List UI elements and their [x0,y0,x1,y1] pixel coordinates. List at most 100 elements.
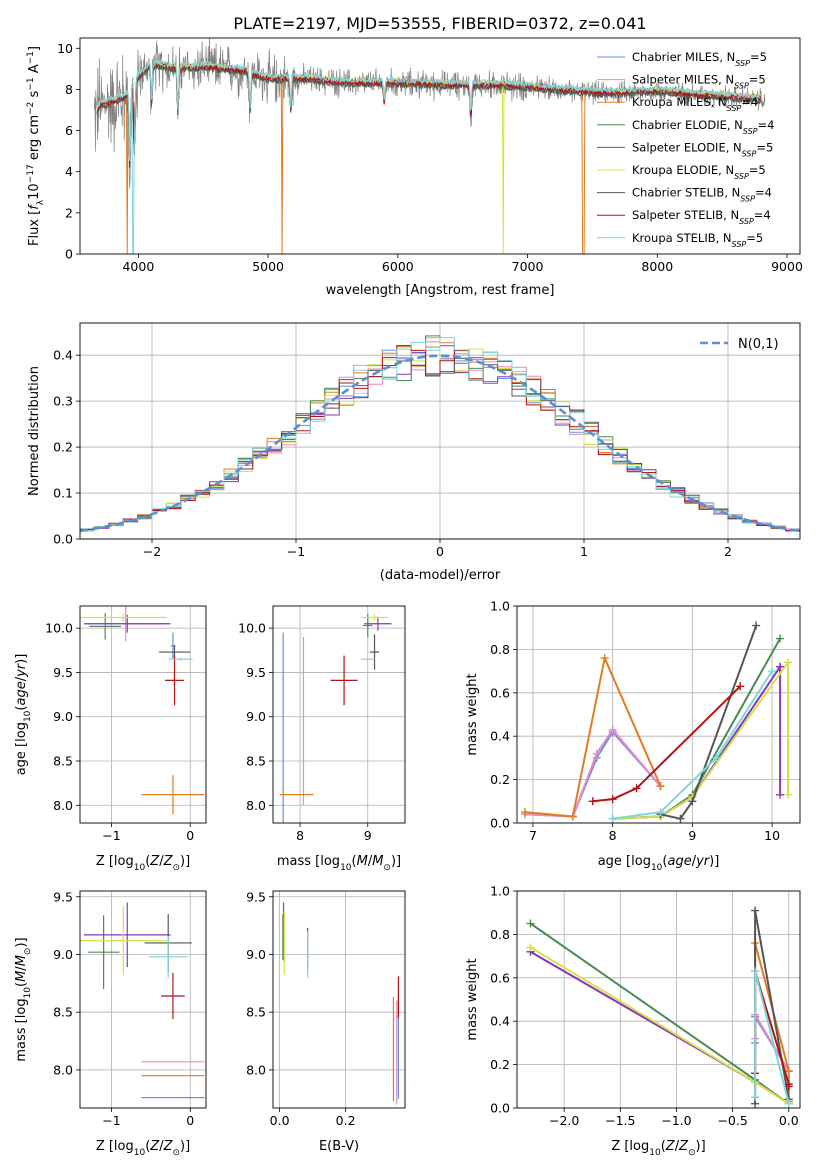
weight-marker [752,621,761,630]
x-tick-label: 7 [529,828,537,843]
x-tick-label: −2.0 [549,1113,579,1128]
weight-marker [588,797,597,806]
legend-label: N(0,1) [738,337,779,352]
y-tick-label: 8.5 [246,1005,266,1020]
x-axis-label: wavelength [Angstrom, rest frame] [326,283,555,298]
x-tick-label: 8000 [641,259,673,274]
weight-marker [592,749,601,758]
y-tick-label: 8.0 [53,798,73,813]
weight-marker [784,658,793,667]
errorbar-point [83,902,171,968]
plot-area-mass-vs-EBV [282,902,399,1105]
y-tick-label: 9.0 [246,947,266,962]
errorbar-point [364,616,392,631]
weight-marker [751,906,760,915]
y-tick-label: 6 [65,123,73,138]
legend-label: Chabrier ELODIE, NSSP=4 [632,118,774,136]
weight-marker [736,682,745,691]
axes-frame [272,605,406,824]
panel-mass-weight-vs-Z: −2.0 −1.5 −1.0 −0.5 0.0 0.0 0.2 0.4 0.6 0.8 1.0 Z [… [465,884,801,1158]
x-tick-label: 9000 [771,259,803,274]
weight-marker [776,634,785,643]
y-tick-label: 0.8 [490,642,510,657]
legend-label: Chabrier STELIB, NSSP=4 [632,186,772,204]
x-tick-label: 8 [609,828,617,843]
legend-label: Kroupa MILES, NSSP=4 [632,95,758,113]
weight-line [612,670,773,820]
weight-marker [520,808,529,817]
y-tick-label: 0 [65,247,73,262]
weight-marker [608,725,617,734]
y-tick-label: 0.3 [53,394,73,409]
x-axis-label: age [log10(age/yr)] [598,854,720,873]
axes-frame [79,37,801,255]
weight-marker [600,654,609,663]
errorbar-point [330,655,358,706]
weight-marker [526,919,535,928]
y-tick-label: 0.2 [53,440,73,455]
axes-frame [79,890,207,1109]
normal-curve [80,354,800,533]
y-tick-label: 9.5 [53,889,73,904]
legend-label: Kroupa ELODIE, NSSP=5 [632,163,766,181]
histogram-step [80,337,800,532]
x-axis-label: Z [log10(Z/Z⊙)] [96,1139,190,1158]
y-tick-label: 0.0 [490,1101,510,1116]
panel-mass-vs-EBV: 0.0 0.2 8.0 8.5 9.0 9.5 E(B-V) [246,889,406,1154]
weight-line [524,654,662,818]
x-tick-label: 10 [764,828,780,843]
y-tick-label: 0.1 [53,486,73,501]
panel-age-vs-Z: −1 0 8.0 8.5 9.0 9.5 10.0 Z [log10(Z/Z⊙)] age [l… [14,605,207,873]
y-tick-label: 1.0 [490,884,510,899]
errorbar-point [361,613,389,622]
plot-area-residuals [80,335,800,533]
weight-marker [751,967,760,976]
model-spectrum [96,61,762,167]
plot-area-spectrum [93,38,766,254]
y-axis-label: Flux [fλ10−17 erg cm−2 s−1 A−1] [26,46,46,246]
y-tick-label: 9.5 [246,665,266,680]
y-tick-label: 8.5 [246,754,266,769]
weight-marker [712,753,721,762]
y-tick-label: 0.4 [490,1014,510,1029]
panel-age-vs-mass: 8 9 8.0 8.5 9.0 9.5 10.0 mass [log10(M/M⊙)] [238,605,406,873]
y-tick-label: 10.0 [238,621,266,636]
y-tick-label: 4 [65,164,73,179]
y-axis-label: mass weight [465,958,480,1040]
x-tick-label: 7000 [512,259,544,274]
x-tick-label: 0 [186,1113,194,1128]
histogram-step [80,357,800,532]
x-tick-label: −0.5 [717,1113,747,1128]
weight-marker [568,812,577,821]
errorbar-point [80,613,167,622]
x-tick-label: −2 [143,544,161,559]
errorbar-point [87,915,120,990]
legend-label: Salpeter ELODIE, NSSP=5 [632,140,773,158]
y-tick-label: 0.0 [53,532,73,547]
y-tick-label: 0.6 [490,685,510,700]
weight-marker [768,667,777,676]
x-axis-label: (data-model)/error [380,568,501,583]
weight-marker [632,784,641,793]
weight-marker [784,790,793,799]
weight-marker [776,662,785,671]
y-tick-label: 9.5 [53,665,73,680]
y-tick-label: 0.4 [490,729,510,744]
y-tick-label: 9.0 [53,947,73,962]
weight-marker [688,797,697,806]
x-axis-label: Z [log10(Z/Z⊙)] [611,1139,705,1158]
weight-marker [776,790,785,799]
weight-marker [784,1067,793,1076]
y-tick-label: 8.0 [246,1062,266,1077]
y-tick-label: 8 [65,82,73,97]
panel-spectrum: 4000 5000 6000 7000 8000 9000 0 2 4 6 8 10 Chabrier … [26,37,803,298]
axes-frame [272,890,406,1109]
weight-marker [656,782,665,791]
weight-marker [676,814,685,823]
weight-marker [751,1093,760,1102]
y-tick-label: 8.0 [246,798,266,813]
errorbar-point [80,906,167,976]
x-tick-label: 2 [724,544,732,559]
weight-marker [784,1099,793,1108]
